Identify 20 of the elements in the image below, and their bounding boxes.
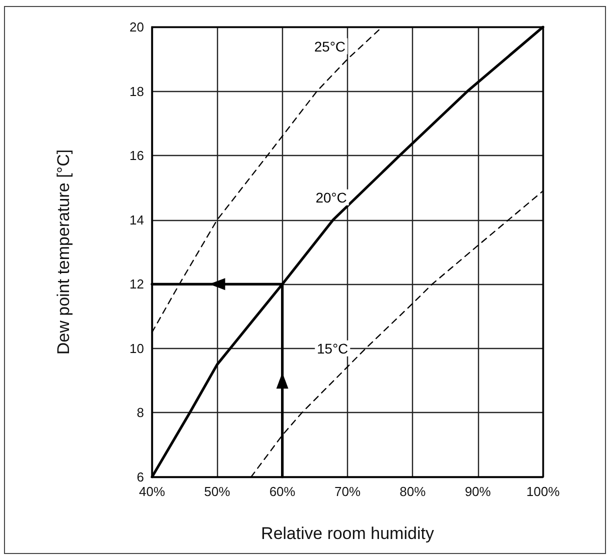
- y-tick-label: 12: [130, 276, 144, 292]
- annotation: 15°C: [316, 340, 348, 356]
- x-tick-label: 80%: [400, 484, 426, 499]
- x-tick-label: 50%: [204, 484, 231, 499]
- y-tick-label: 16: [130, 148, 144, 164]
- y-tick-label: 6: [136, 470, 144, 484]
- y-axis-title: Dew point temperature [°C]: [54, 149, 73, 355]
- x-tick-label: 100%: [526, 484, 560, 499]
- x-tick-label: 90%: [464, 484, 492, 499]
- x-tick-label: 40%: [138, 484, 166, 499]
- y-tick-label: 8: [136, 405, 144, 420]
- y-tick-label: 18: [130, 84, 144, 99]
- x-axis-title: Relative room humidity: [261, 524, 434, 543]
- y-tick-label: 10: [130, 340, 144, 356]
- x-tick-label: 60%: [269, 484, 296, 499]
- x-tick-label: 70%: [334, 484, 361, 499]
- y-tick-label: 14: [130, 212, 144, 228]
- annotation: 25°C: [314, 38, 346, 54]
- annotation: 20°C: [316, 189, 347, 206]
- y-tick-label: 20: [130, 20, 144, 34]
